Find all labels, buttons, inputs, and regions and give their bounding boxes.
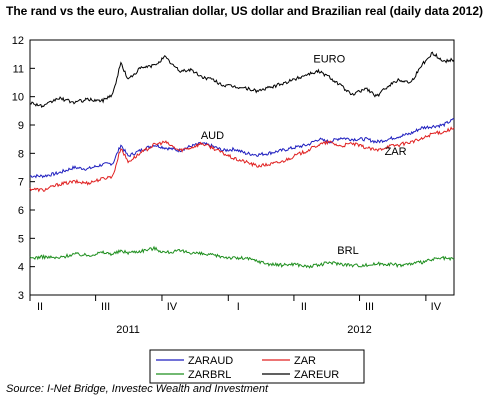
x-tick-label: III [101,301,110,313]
legend: ZARAUD ZAR ZARBRL ZAREUR [149,349,365,384]
series-line-zarbrl [29,245,455,269]
series-line-zar [29,126,455,193]
y-tick-label: 8 [18,148,24,160]
y-tick-label: 3 [18,290,24,302]
line-label-brl: BRL [337,245,358,257]
year-label: 2011 [116,324,140,336]
y-tick-label: 7 [18,177,24,189]
x-tick-label: II [301,301,307,313]
line-label-zar: ZAR [385,146,407,158]
y-tick-label: 12 [12,35,24,47]
series-line-zareur [29,51,455,109]
x-tick-label: IV [167,301,178,313]
y-tick-label: 5 [18,233,24,245]
legend-item-zarbrl: ZARBRL [188,369,231,381]
series-line-zaraud [29,117,455,179]
y-tick-label: 11 [13,63,24,75]
series-layer [29,51,455,269]
y-tick-label: 6 [18,205,24,217]
y-tick-label: 4 [18,262,24,274]
legend-box [149,349,365,384]
legend-item-zaraud: ZARAUD [188,355,233,367]
y-tick-label: 10 [12,92,24,104]
legend-item-zar: ZAR [294,355,316,367]
plot-frame [29,39,455,296]
year-label: 2012 [347,324,371,336]
x-tick-label: IV [431,301,442,313]
line-label-aud: AUD [201,130,224,142]
y-tick-label: 9 [18,120,24,132]
x-tick-label: I [237,301,240,313]
chart-title: The rand vs the euro, Australian dollar,… [6,4,484,18]
legend-item-zareur: ZAREUR [294,369,339,381]
source-note: Source: I-Net Bridge, Investec Wealth an… [6,383,269,395]
x-tick-label: II [37,301,43,313]
line-labels: EURO AUD ZAR BRL [201,54,407,257]
line-label-euro: EURO [313,54,345,66]
y-axis: 3 4 5 6 7 8 9 10 11 12 [12,35,35,302]
x-tick-label: III [365,301,374,313]
